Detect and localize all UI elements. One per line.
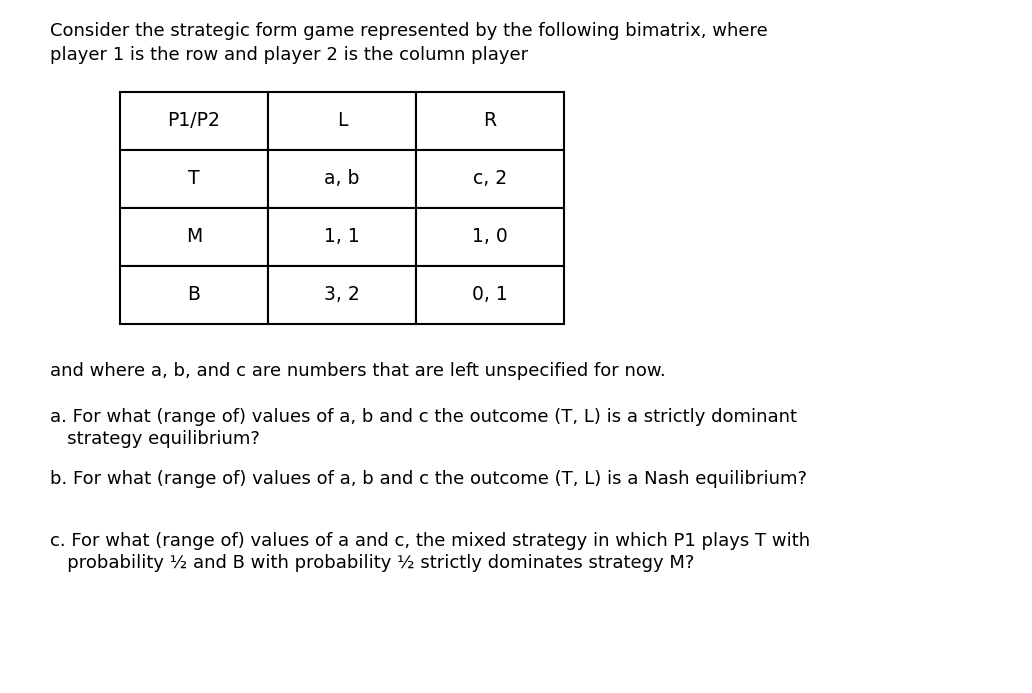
Text: Consider the strategic form game represented by the following bimatrix, where: Consider the strategic form game represe… bbox=[50, 22, 768, 40]
Text: player 1 is the row and player 2 is the column player: player 1 is the row and player 2 is the … bbox=[50, 46, 528, 64]
Bar bbox=[416, 266, 565, 324]
Text: 1, 0: 1, 0 bbox=[472, 227, 508, 247]
Text: probability ½ and B with probability ½ strictly dominates strategy M?: probability ½ and B with probability ½ s… bbox=[50, 554, 695, 572]
Text: L: L bbox=[336, 112, 347, 130]
Text: c, 2: c, 2 bbox=[473, 170, 507, 188]
Text: B: B bbox=[188, 286, 200, 304]
Bar bbox=[268, 266, 416, 324]
Text: 0, 1: 0, 1 bbox=[472, 286, 508, 304]
Bar bbox=[120, 208, 268, 266]
Text: a, b: a, b bbox=[324, 170, 360, 188]
Bar bbox=[416, 92, 565, 150]
Text: R: R bbox=[483, 112, 496, 130]
Text: M: M bbox=[186, 227, 202, 247]
Text: b. For what (range of) values of a, b and c the outcome (T, L) is a Nash equilib: b. For what (range of) values of a, b an… bbox=[50, 470, 807, 488]
Bar bbox=[120, 266, 268, 324]
Bar bbox=[268, 208, 416, 266]
Text: a. For what (range of) values of a, b and c the outcome (T, L) is a strictly dom: a. For what (range of) values of a, b an… bbox=[50, 408, 797, 426]
Text: c. For what (range of) values of a and c, the mixed strategy in which P1 plays T: c. For what (range of) values of a and c… bbox=[50, 532, 810, 550]
Bar bbox=[416, 150, 565, 208]
Text: strategy equilibrium?: strategy equilibrium? bbox=[50, 430, 260, 448]
Text: and where a, b, and c are numbers that are left unspecified for now.: and where a, b, and c are numbers that a… bbox=[50, 362, 666, 380]
Bar bbox=[120, 150, 268, 208]
Bar bbox=[416, 208, 565, 266]
Text: 1, 1: 1, 1 bbox=[324, 227, 360, 247]
Text: T: T bbox=[188, 170, 200, 188]
Bar bbox=[268, 92, 416, 150]
Bar bbox=[120, 92, 268, 150]
Text: P1/P2: P1/P2 bbox=[167, 112, 221, 130]
Text: 3, 2: 3, 2 bbox=[324, 286, 360, 304]
Bar bbox=[268, 150, 416, 208]
